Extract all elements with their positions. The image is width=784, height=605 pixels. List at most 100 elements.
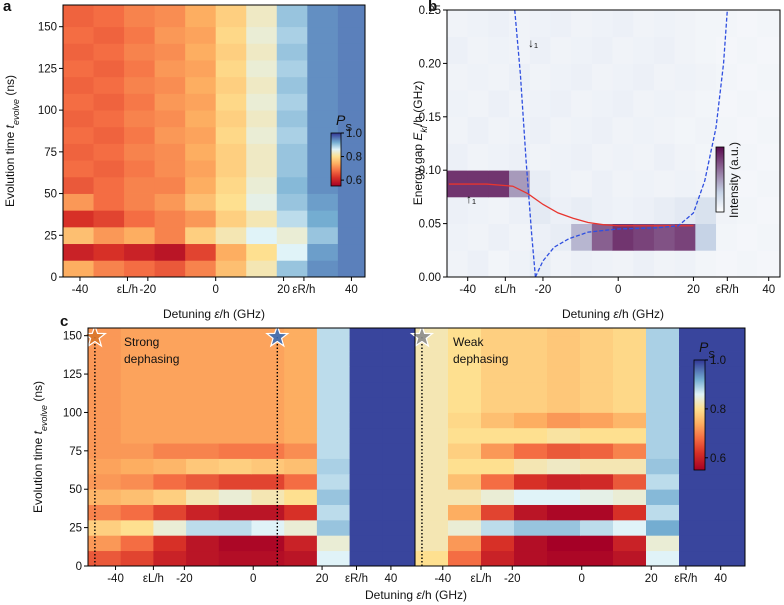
heatmap-cell [124,193,156,211]
heatmap-cell [154,110,186,128]
heatmap-cell [337,260,366,278]
heatmap-cell [246,260,278,278]
heatmap-cell [448,397,482,413]
heatmap-cell [716,223,738,251]
heatmap-cell [120,519,154,536]
heatmap-cell [316,335,350,352]
heatmap-cell [154,243,186,261]
heatmap-cell [307,126,339,144]
label-part: P [699,339,709,355]
y-tick-label: 125 [38,63,57,75]
annotation: dephasing [124,352,179,366]
heatmap-cell [653,10,676,38]
heatmap-cell [88,381,122,398]
heatmap-cell [712,519,746,536]
heatmap-cell [509,36,531,64]
label-part: E [411,132,425,141]
heatmap-cell [488,143,510,171]
heatmap-cell [488,250,510,278]
heatmap-cell [612,36,634,64]
heatmap-cell [88,535,122,552]
panel-letter: a [3,0,12,15]
heatmap-cell [695,36,717,64]
heatmap-cell [307,60,339,78]
heatmap-cell [509,10,531,38]
heatmap-cell [154,210,186,228]
heatmap-cell [185,176,217,194]
heatmap-cell [550,170,572,198]
heatmap-cell [215,226,247,245]
label-part: ε [214,307,220,321]
heatmap-cell [481,519,515,536]
heatmap-cell [251,458,285,475]
heatmap-cell [382,473,416,490]
heatmap-cell [547,328,581,337]
heatmap-cell [246,243,278,261]
heatmap-cell [514,397,548,413]
colorbar-tick-label: 0.8 [710,404,726,416]
heatmap-cell [337,143,366,161]
heatmap-cell [186,335,220,352]
heatmap-cell [215,110,247,128]
heatmap-cell [736,116,758,144]
heatmap-cell [415,504,449,521]
heatmap-cell [757,196,781,224]
heatmap-cell [514,427,548,444]
heatmap-cell [349,519,383,536]
colorbar-label: PS [336,112,352,134]
heatmap-cell [712,473,746,490]
heatmap-cell [120,366,154,383]
heatmap-cell [215,5,247,28]
heatmap-cell [580,550,614,567]
heatmap-cell [284,473,318,490]
heatmap-cell [613,366,647,383]
heatmap-cell [612,170,634,198]
heatmap-cell [218,328,252,337]
heatmap-cell [695,143,717,171]
heatmap-cell [712,397,746,413]
x-tick-label: -40 [107,573,124,585]
label-part: evolve [11,99,21,125]
heatmap-cell [215,193,247,211]
heatmap-cell [612,143,634,171]
heatmap-cell [382,519,416,536]
heatmap-cell [679,550,713,567]
heatmap-cell [612,63,634,91]
heatmap-cell [447,10,469,38]
heatmap-cell [218,519,252,536]
heatmap-cell [251,550,285,567]
label-part: S [345,123,352,134]
heatmap-cell [63,126,94,144]
heatmap-cell [382,381,416,398]
heatmap-cell [88,550,122,567]
heatmap-cell [316,397,350,413]
y-tick-label: 0.25 [419,5,441,17]
heatmap-cell [337,76,366,94]
heatmap-cell [467,90,489,118]
heatmap-cell [580,366,614,383]
heatmap-cell [215,60,247,78]
heatmap-cell [215,43,247,61]
heatmap-cell [316,458,350,475]
heatmap-cell [591,90,613,118]
heatmap-cell [153,473,187,490]
heatmap-cell [124,226,156,245]
heatmap-cell [154,176,186,194]
x-tick-label: -40 [72,284,89,296]
heatmap-cell [246,193,278,211]
heatmap-cell [509,196,531,224]
heatmap-cell [488,36,510,64]
heatmap-cell [448,458,482,475]
x-tick-label: 40 [345,284,358,296]
heatmap-cell [591,10,613,38]
heatmap-cell [284,519,318,536]
heatmap-cell [251,366,285,383]
heatmap-cell [712,458,746,475]
heatmap-cell [514,381,548,398]
x-tick-label: εL/h [470,573,491,585]
heatmap-cell [337,160,366,178]
heatmap-cell [547,473,581,490]
heatmap-cell [186,504,220,521]
heatmap-cell [633,116,655,144]
heatmap-cell [481,351,515,367]
